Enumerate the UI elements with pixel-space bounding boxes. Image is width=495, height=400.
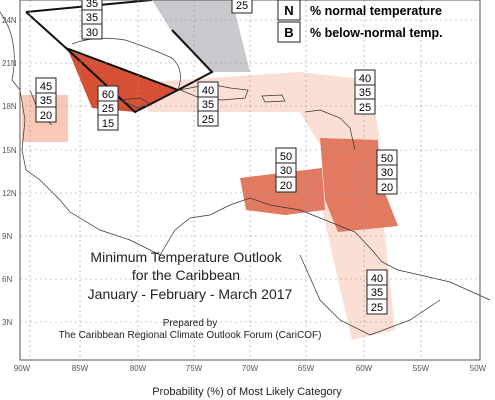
y-tick-label: 9N: [2, 232, 12, 241]
region-light-band: [120, 72, 380, 145]
x-tick-label: 70W: [242, 364, 259, 373]
prob-value: 20: [381, 182, 393, 194]
y-axis-labels: 24N 21N 18N 15N 12N 9N 6N 3N: [2, 16, 17, 327]
title-line-1: Minimum Temperature Outlook: [90, 249, 282, 265]
title-line-2: for the Caribbean: [132, 267, 240, 283]
y-tick-label: 24N: [2, 16, 17, 25]
prob-value: 40: [202, 85, 214, 97]
prob-value: 30: [86, 27, 98, 39]
x-tick-label: 90W: [14, 364, 31, 373]
x-tick-label: 55W: [413, 364, 430, 373]
grid: [20, 0, 480, 360]
map-frame: [19, 0, 481, 361]
prob-box-belize: 45 35 20: [35, 77, 57, 123]
y-tick-label: 6N: [2, 275, 12, 284]
x-tick-label: 50W: [470, 364, 487, 373]
y-tick-label: 18N: [2, 102, 17, 111]
prob-box-leewards: 40 35 25: [354, 69, 376, 115]
prob-value: 25: [102, 103, 114, 115]
legend-key: N: [284, 3, 293, 18]
x-tick-label: 75W: [186, 364, 203, 373]
prob-value: 25: [359, 102, 371, 114]
prob-value: 35: [40, 95, 52, 107]
cuba-outline-b: [65, 47, 179, 114]
legend-text: % below-normal temp.: [310, 26, 443, 40]
y-tick-label: 12N: [2, 189, 17, 198]
prob-value: 35: [86, 0, 98, 10]
prob-value: 30: [381, 167, 393, 179]
legend: N % normal temperature B % below-normal …: [277, 0, 443, 43]
map-title: Minimum Temperature Outlook for the Cari…: [59, 249, 322, 341]
prob-box-windwards: 50 30 20: [376, 149, 398, 195]
prob-value: 40: [359, 73, 371, 85]
y-tick-label: 3N: [2, 318, 12, 327]
x-axis-labels: 90W 85W 80W 75W 70W 65W 60W 55W 50W: [14, 364, 487, 373]
x-tick-label: 80W: [130, 364, 147, 373]
prob-box-guianas: 40 35 25: [366, 269, 388, 315]
prepared-by: Prepared by: [163, 318, 217, 329]
prob-value: 50: [381, 153, 393, 165]
region-cuba-jamaica: [68, 50, 178, 112]
prob-box-abc-islands: 50 30 20: [275, 147, 297, 193]
x-tick-label: 85W: [72, 364, 89, 373]
x-tick-label: 60W: [356, 364, 373, 373]
region-bahamas-gray: [152, 0, 250, 72]
prob-value: 40: [371, 273, 383, 285]
prob-value: 15: [102, 118, 114, 130]
prob-value: 35: [86, 12, 98, 24]
prob-value: 35: [202, 99, 214, 111]
prob-value: 25: [202, 114, 214, 126]
x-tick-label: 65W: [298, 364, 315, 373]
prob-box-top-partial: 35 35 30: [81, 0, 103, 40]
prob-value: 35: [371, 287, 383, 299]
footer-caption: Probability (%) of Most Likely Category: [152, 386, 342, 398]
prob-box-hispaniola: 40 35 25: [197, 81, 219, 127]
y-tick-label: 21N: [2, 59, 17, 68]
prob-value: 35: [359, 87, 371, 99]
prob-value: 20: [280, 180, 292, 192]
y-tick-label: 15N: [2, 146, 17, 155]
prepared-by-org: The Caribbean Regional Climate Outlook F…: [59, 330, 322, 341]
prob-value: 30: [280, 165, 292, 177]
prob-value: 45: [40, 81, 52, 93]
prob-value: 20: [40, 110, 52, 122]
prob-value: 25: [371, 302, 383, 314]
prob-value: 25: [236, 0, 248, 12]
legend-text: % normal temperature: [310, 4, 442, 18]
prob-box-jamaica: 60 25 15: [97, 85, 119, 131]
prob-value: 60: [102, 89, 114, 101]
legend-key: B: [284, 25, 293, 40]
prob-box-top-right-partial: 25: [231, 0, 253, 14]
title-line-3: January - February - March 2017: [88, 286, 293, 302]
prob-value: 50: [280, 151, 292, 163]
